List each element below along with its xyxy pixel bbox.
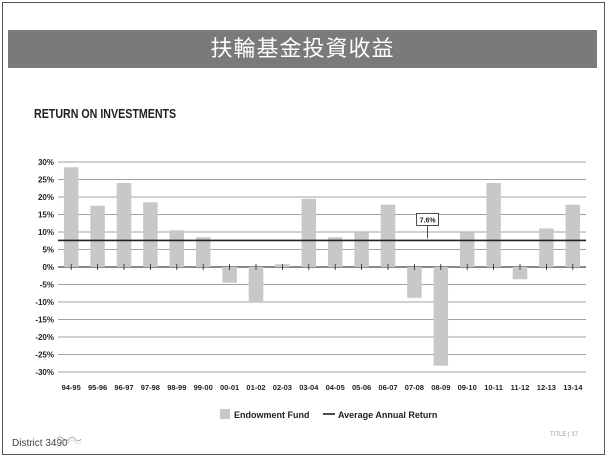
bar [565, 204, 581, 267]
district-label: District 3490 [12, 438, 68, 449]
x-tick-label: 10-11 [484, 383, 503, 392]
x-tick-label: 08-09 [431, 383, 450, 392]
y-tick-label: -10% [35, 298, 54, 307]
y-tick-label: 10% [38, 228, 54, 237]
x-tick-label: 06-07 [378, 383, 397, 392]
x-tick-label: 13-14 [563, 383, 583, 392]
x-tick-label: 97-98 [141, 383, 160, 392]
y-tick-label: 15% [38, 211, 54, 220]
bar [169, 230, 185, 267]
x-tick-label: 04-05 [326, 383, 345, 392]
x-tick-label: 95-96 [88, 383, 107, 392]
bar [512, 267, 528, 280]
legend-label-endowment: Endowment Fund [234, 410, 310, 420]
legend-swatch-endowment [220, 409, 230, 419]
y-tick-label: 25% [38, 176, 54, 185]
x-tick-label: 11-12 [511, 383, 530, 392]
chart-title: RETURN ON INVESTMENTS [34, 106, 177, 121]
rotary-wave-logo [56, 436, 82, 444]
legend-label-average: Average Annual Return [338, 410, 437, 420]
y-tick-label: -30% [35, 368, 54, 377]
x-tick-label: 02-03 [273, 383, 292, 392]
bar [327, 237, 343, 267]
slide-number: TITLE | 37 [550, 432, 578, 438]
bar [222, 267, 237, 283]
bar [459, 232, 475, 267]
x-tick-label: 99-00 [194, 383, 213, 392]
x-tick-label: 96-97 [114, 383, 133, 392]
y-tick-label: -20% [35, 333, 54, 342]
bar [539, 228, 554, 267]
bar [195, 237, 211, 267]
bar [143, 202, 158, 267]
x-tick-label: 07-08 [405, 383, 424, 392]
bar [116, 183, 132, 267]
y-tick-label: -5% [40, 281, 54, 290]
y-tick-label: 5% [42, 246, 54, 255]
x-tick-label: 03-04 [299, 383, 319, 392]
x-tick-label: 98-99 [167, 383, 186, 392]
x-tick-label: 05-06 [352, 383, 371, 392]
x-tick-label: 94-95 [62, 383, 81, 392]
x-tick-label: 09-10 [458, 383, 477, 392]
bar [407, 267, 422, 298]
x-tick-label: 01-02 [246, 383, 265, 392]
bar [63, 167, 79, 267]
y-tick-label: -15% [35, 316, 54, 325]
annotation-label: 7.6% [420, 217, 437, 224]
bar [90, 205, 105, 267]
y-tick-label: 0% [42, 263, 54, 272]
bar [380, 204, 396, 267]
bar [301, 198, 317, 267]
slide-banner-title: 扶輪基金投資收益 [8, 30, 597, 68]
y-tick-label: 20% [38, 193, 54, 202]
bar [354, 232, 369, 267]
x-tick-label: 12-13 [537, 383, 556, 392]
bar [433, 267, 449, 366]
x-tick-label: 00-01 [220, 383, 239, 392]
y-tick-label: -25% [35, 351, 54, 360]
y-tick-label: 30% [38, 158, 54, 167]
bar [248, 267, 264, 302]
bar [486, 183, 501, 267]
